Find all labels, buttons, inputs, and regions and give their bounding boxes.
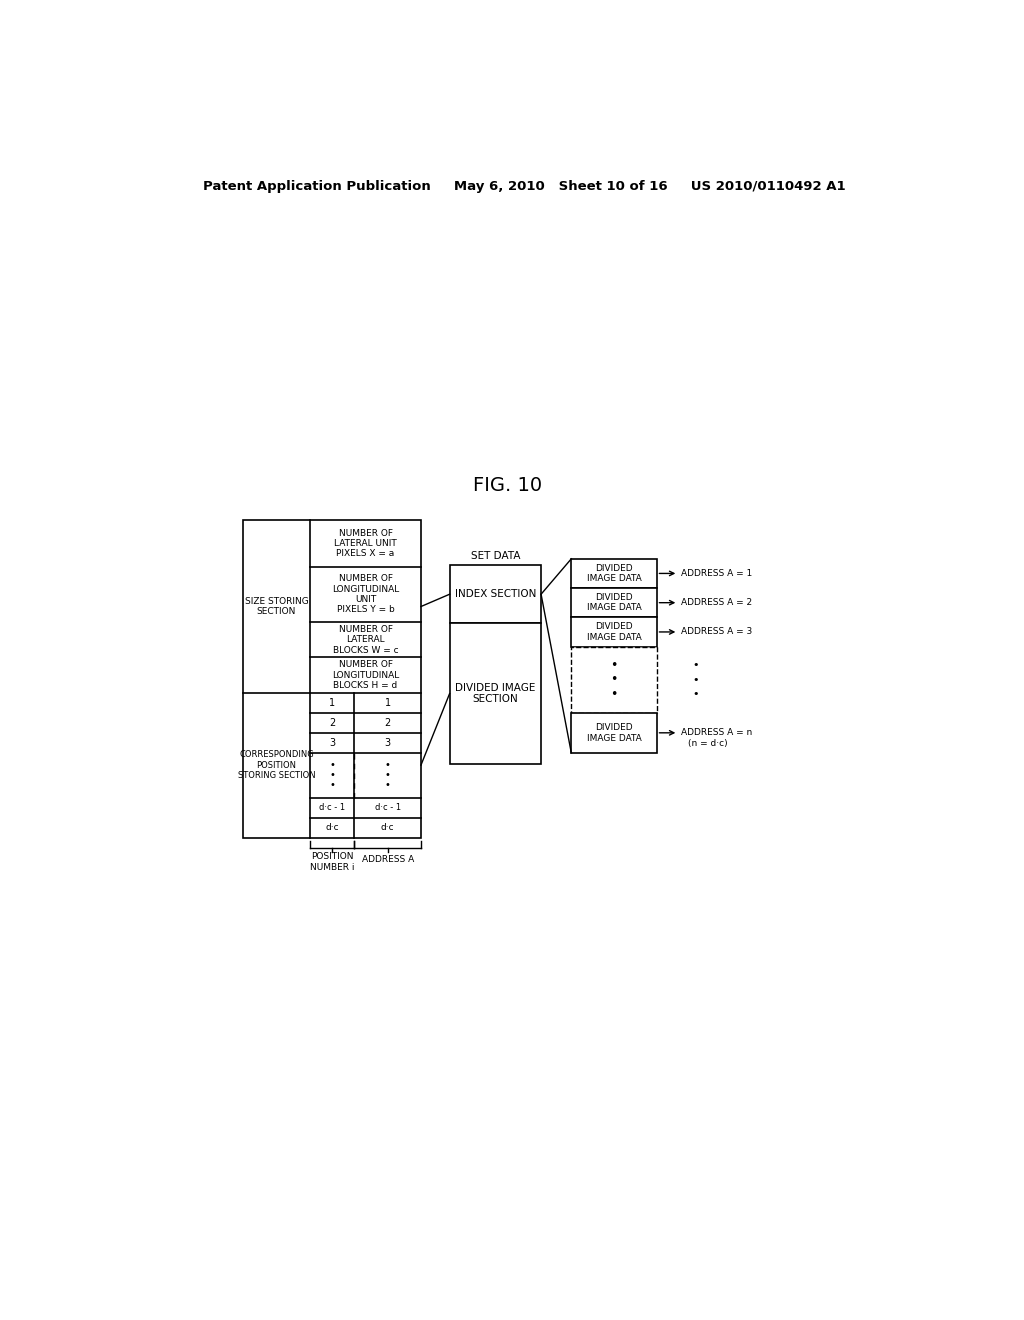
Text: DIVIDED
IMAGE DATA: DIVIDED IMAGE DATA xyxy=(587,564,641,583)
Text: (n = d·c): (n = d·c) xyxy=(687,739,727,748)
Text: FIG. 10: FIG. 10 xyxy=(473,477,543,495)
Text: SET DATA: SET DATA xyxy=(471,552,520,561)
Text: d·c: d·c xyxy=(326,824,339,832)
Text: ADDRESS A = 3: ADDRESS A = 3 xyxy=(681,627,753,636)
Text: DIVIDED
IMAGE DATA: DIVIDED IMAGE DATA xyxy=(587,723,641,743)
Text: POSITION
NUMBER i: POSITION NUMBER i xyxy=(310,853,354,873)
Text: •: • xyxy=(385,770,390,780)
Text: NUMBER OF
LATERAL
BLOCKS W = c: NUMBER OF LATERAL BLOCKS W = c xyxy=(333,624,398,655)
Text: DIVIDED
IMAGE DATA: DIVIDED IMAGE DATA xyxy=(587,622,641,642)
Bar xyxy=(571,647,656,713)
Text: •: • xyxy=(385,760,390,771)
Text: d·c - 1: d·c - 1 xyxy=(375,803,400,812)
Text: •: • xyxy=(610,659,617,672)
Text: ADDRESS A = 1: ADDRESS A = 1 xyxy=(681,569,753,578)
Text: ADDRESS A = n: ADDRESS A = n xyxy=(681,729,753,738)
Text: •: • xyxy=(610,673,617,686)
Text: INDEX SECTION: INDEX SECTION xyxy=(455,589,536,599)
Text: d·c: d·c xyxy=(381,824,394,832)
Text: d·c - 1: d·c - 1 xyxy=(319,803,345,812)
Text: 1: 1 xyxy=(385,698,391,708)
Text: Patent Application Publication     May 6, 2010   Sheet 10 of 16     US 2010/0110: Patent Application Publication May 6, 20… xyxy=(204,181,846,194)
Text: ADDRESS A: ADDRESS A xyxy=(361,854,414,863)
Bar xyxy=(450,623,541,763)
Text: NUMBER OF
LONGITUDINAL
BLOCKS H = d: NUMBER OF LONGITUDINAL BLOCKS H = d xyxy=(332,660,399,690)
Text: NUMBER OF
LONGITUDINAL
UNIT
PIXELS Y = b: NUMBER OF LONGITUDINAL UNIT PIXELS Y = b xyxy=(332,574,399,614)
Text: •: • xyxy=(330,760,335,771)
Text: SIZE STORING
SECTION: SIZE STORING SECTION xyxy=(245,597,308,616)
Text: •: • xyxy=(385,780,390,789)
Text: •: • xyxy=(692,689,698,700)
Text: •: • xyxy=(330,770,335,780)
Text: 3: 3 xyxy=(329,738,335,748)
Text: •: • xyxy=(692,660,698,671)
Bar xyxy=(450,565,541,623)
Bar xyxy=(571,589,656,618)
Bar xyxy=(243,520,421,838)
Text: DIVIDED IMAGE
SECTION: DIVIDED IMAGE SECTION xyxy=(455,682,536,705)
Text: 1: 1 xyxy=(329,698,335,708)
Bar xyxy=(571,558,656,589)
Text: •: • xyxy=(610,688,617,701)
Text: 2: 2 xyxy=(329,718,335,727)
Text: NUMBER OF
LATERAL UNIT
PIXELS X = a: NUMBER OF LATERAL UNIT PIXELS X = a xyxy=(334,528,397,558)
Bar xyxy=(571,618,656,647)
Text: 2: 2 xyxy=(384,718,391,727)
Text: ADDRESS A = 2: ADDRESS A = 2 xyxy=(681,598,753,607)
Bar xyxy=(571,713,656,752)
Text: CORRESPONDING
POSITION
STORING SECTION: CORRESPONDING POSITION STORING SECTION xyxy=(238,750,315,780)
Text: •: • xyxy=(330,780,335,789)
Text: DIVIDED
IMAGE DATA: DIVIDED IMAGE DATA xyxy=(587,593,641,612)
Text: 3: 3 xyxy=(385,738,391,748)
Text: •: • xyxy=(692,675,698,685)
